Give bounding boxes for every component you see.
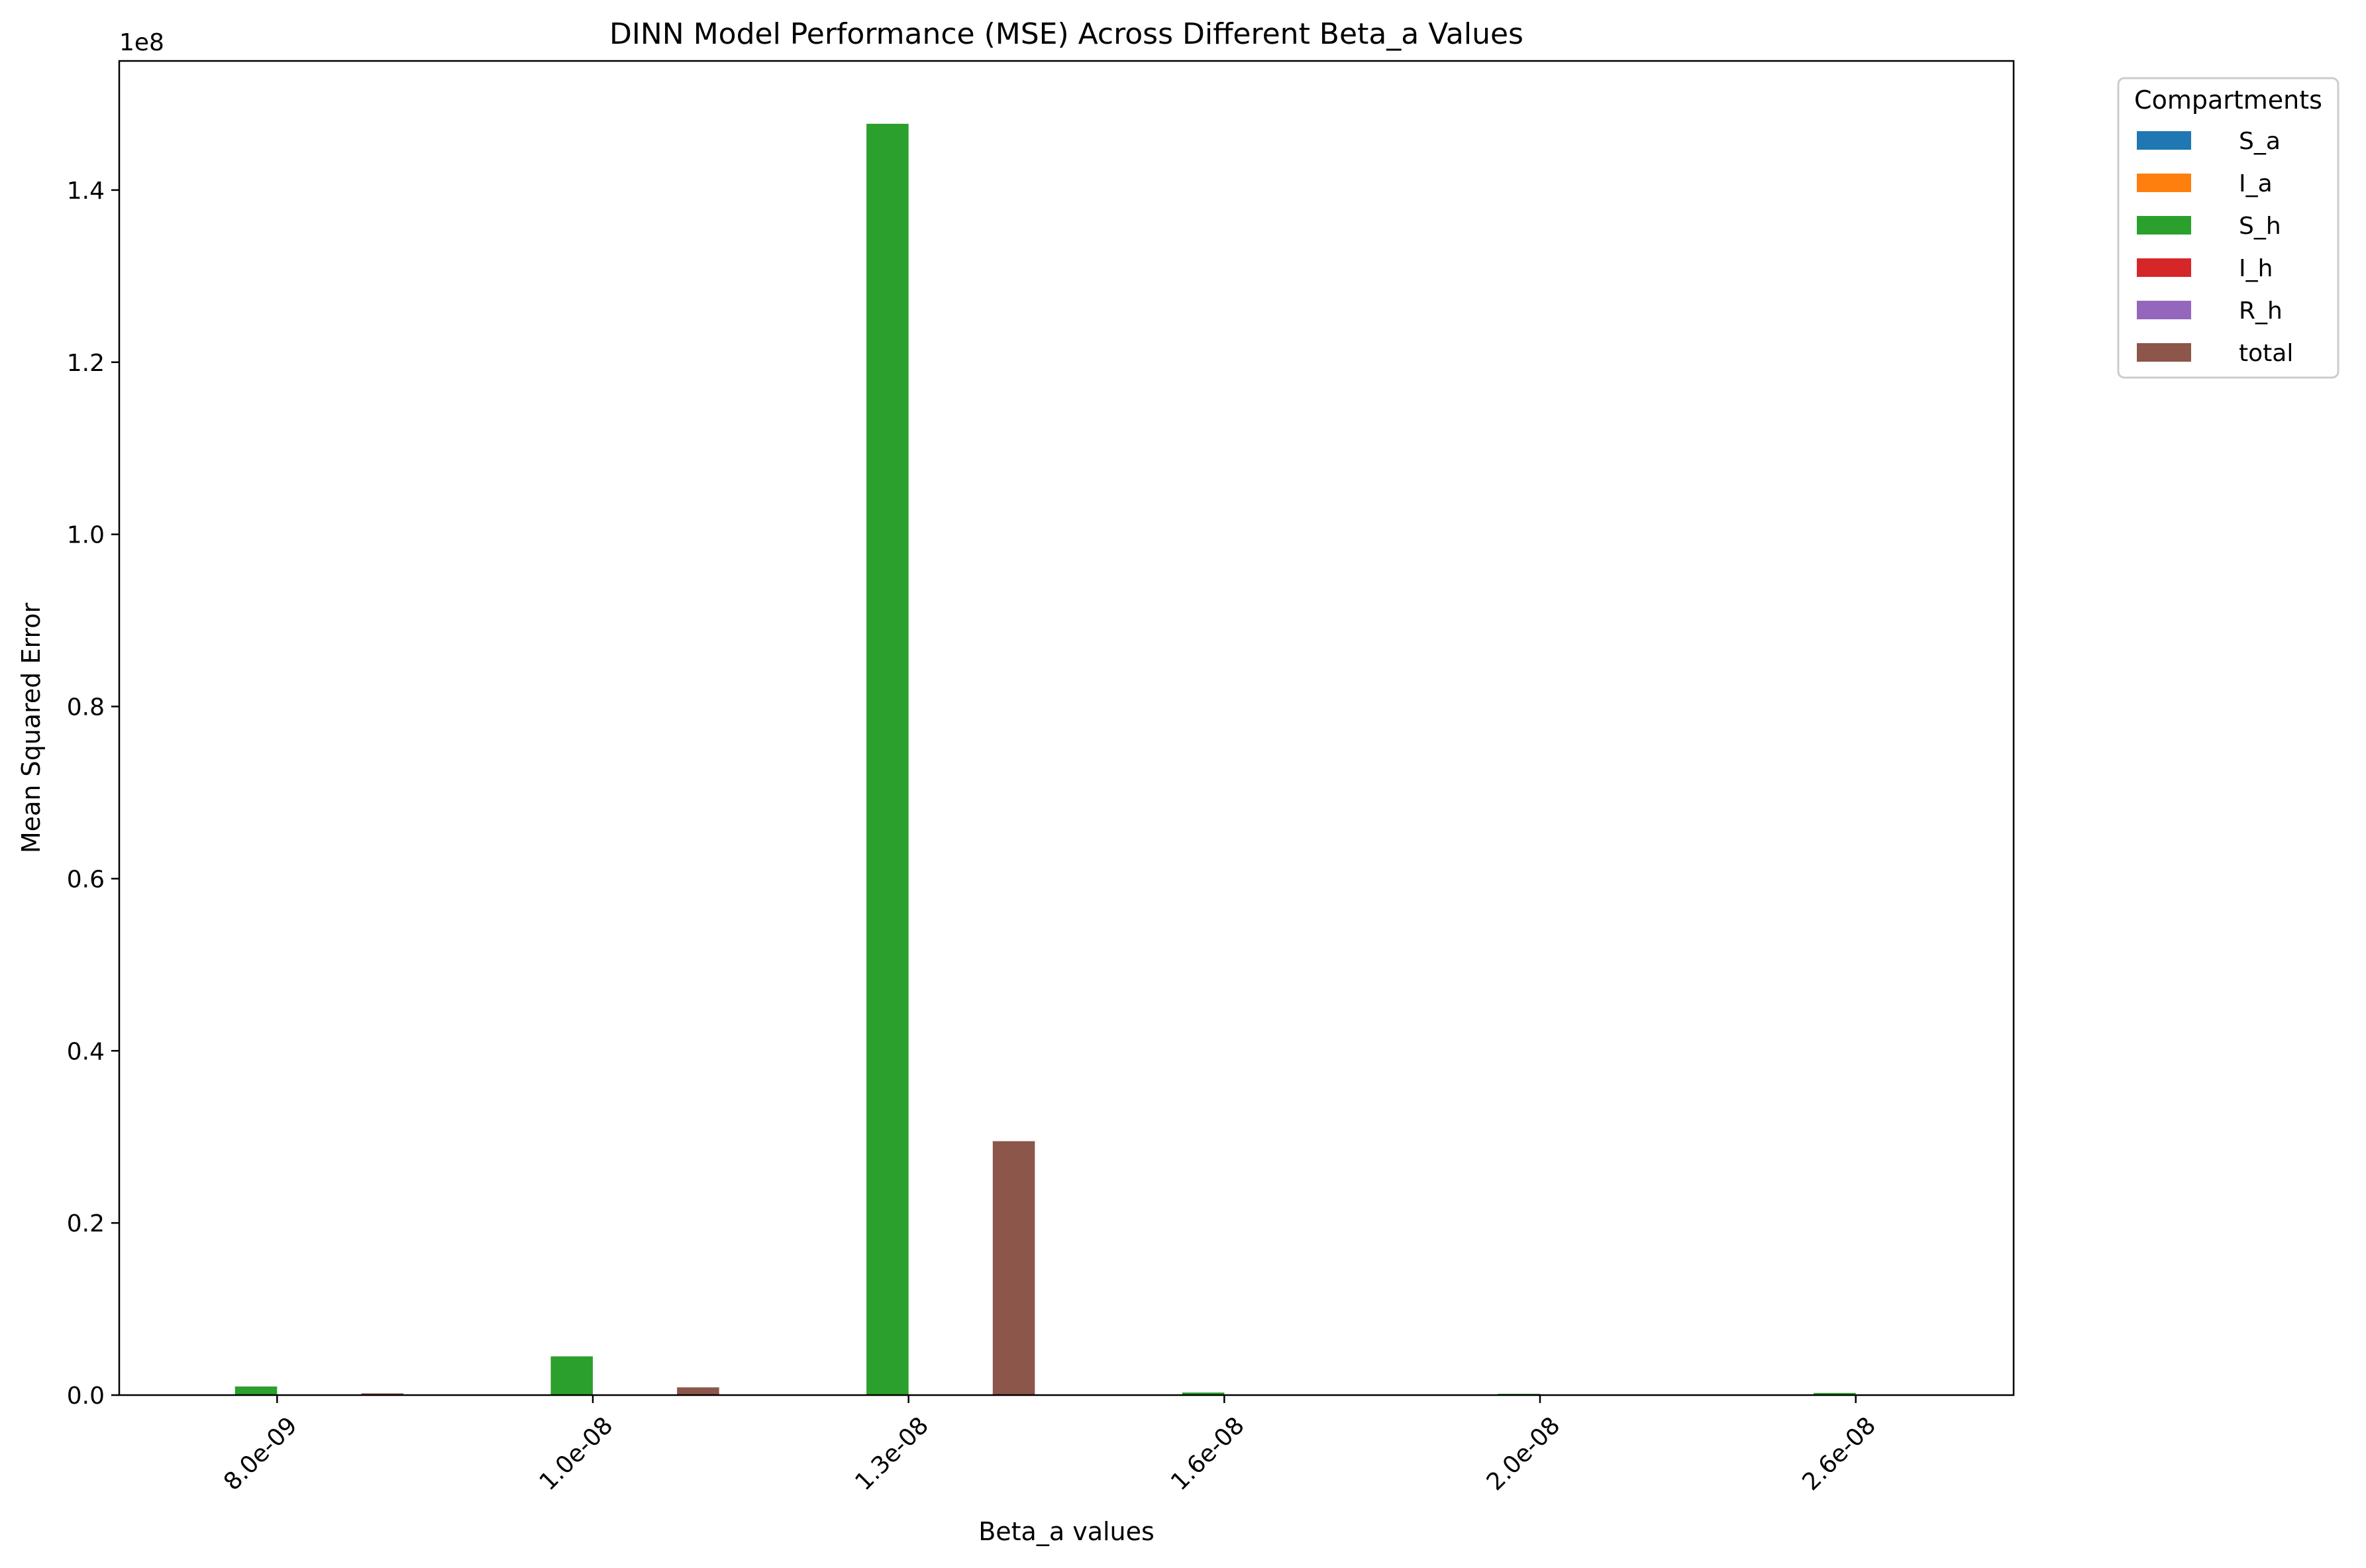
legend-label-R_h: R_h (2239, 297, 2283, 325)
bar-S_h-2.6e-08 (1814, 1392, 1856, 1395)
y-tick-label: 0.8 (67, 694, 105, 721)
legend-swatch-S_a (2137, 131, 2191, 150)
bars-layer (234, 123, 1982, 1395)
legend-swatch-S_h (2137, 216, 2191, 235)
bar-S_h-1.6e-08 (1182, 1392, 1225, 1395)
bar-total-8.0e-09 (361, 1393, 403, 1395)
legend-title: Compartments (2134, 85, 2322, 115)
bar-S_h-1.0e-08 (550, 1356, 593, 1395)
legend-swatch-total (2137, 343, 2191, 362)
y-axis: 0.0 0.2 0.4 0.6 0.8 1.0 1.2 1.4 (67, 178, 119, 1410)
legend-label-S_h: S_h (2239, 213, 2281, 240)
bar-total-1.3e-08 (992, 1141, 1035, 1395)
y-tick-label: 0.2 (67, 1210, 105, 1237)
y-tick-label: 0.0 (67, 1383, 105, 1410)
bar-S_h-1.3e-08 (866, 123, 909, 1395)
y-tick-label: 0.4 (67, 1038, 105, 1065)
bar-total-1.0e-08 (677, 1387, 719, 1395)
y-tick-label: 1.0 (67, 522, 105, 549)
chart-title: DINN Model Performance (MSE) Across Diff… (609, 17, 1523, 51)
legend-label-I_a: I_a (2239, 170, 2273, 197)
plot-frame (118, 60, 2015, 1396)
legend-label-S_a: S_a (2239, 128, 2281, 155)
y-scale-label: 1e8 (119, 29, 164, 56)
legend-label-total: total (2239, 340, 2293, 367)
legend-swatch-I_h (2137, 258, 2191, 277)
x-axis-label: Beta_a values (978, 1517, 1155, 1546)
bar-S_h-8.0e-09 (234, 1386, 278, 1395)
legend-swatch-R_h (2137, 301, 2191, 319)
y-tick-label: 1.4 (67, 178, 105, 205)
y-axis-label: Mean Squared Error (17, 603, 46, 854)
legend-label-I_h: I_h (2239, 255, 2273, 282)
legend-swatch-I_a (2137, 174, 2191, 192)
y-tick-label: 0.6 (67, 866, 105, 893)
y-tick-label: 1.2 (67, 350, 105, 377)
